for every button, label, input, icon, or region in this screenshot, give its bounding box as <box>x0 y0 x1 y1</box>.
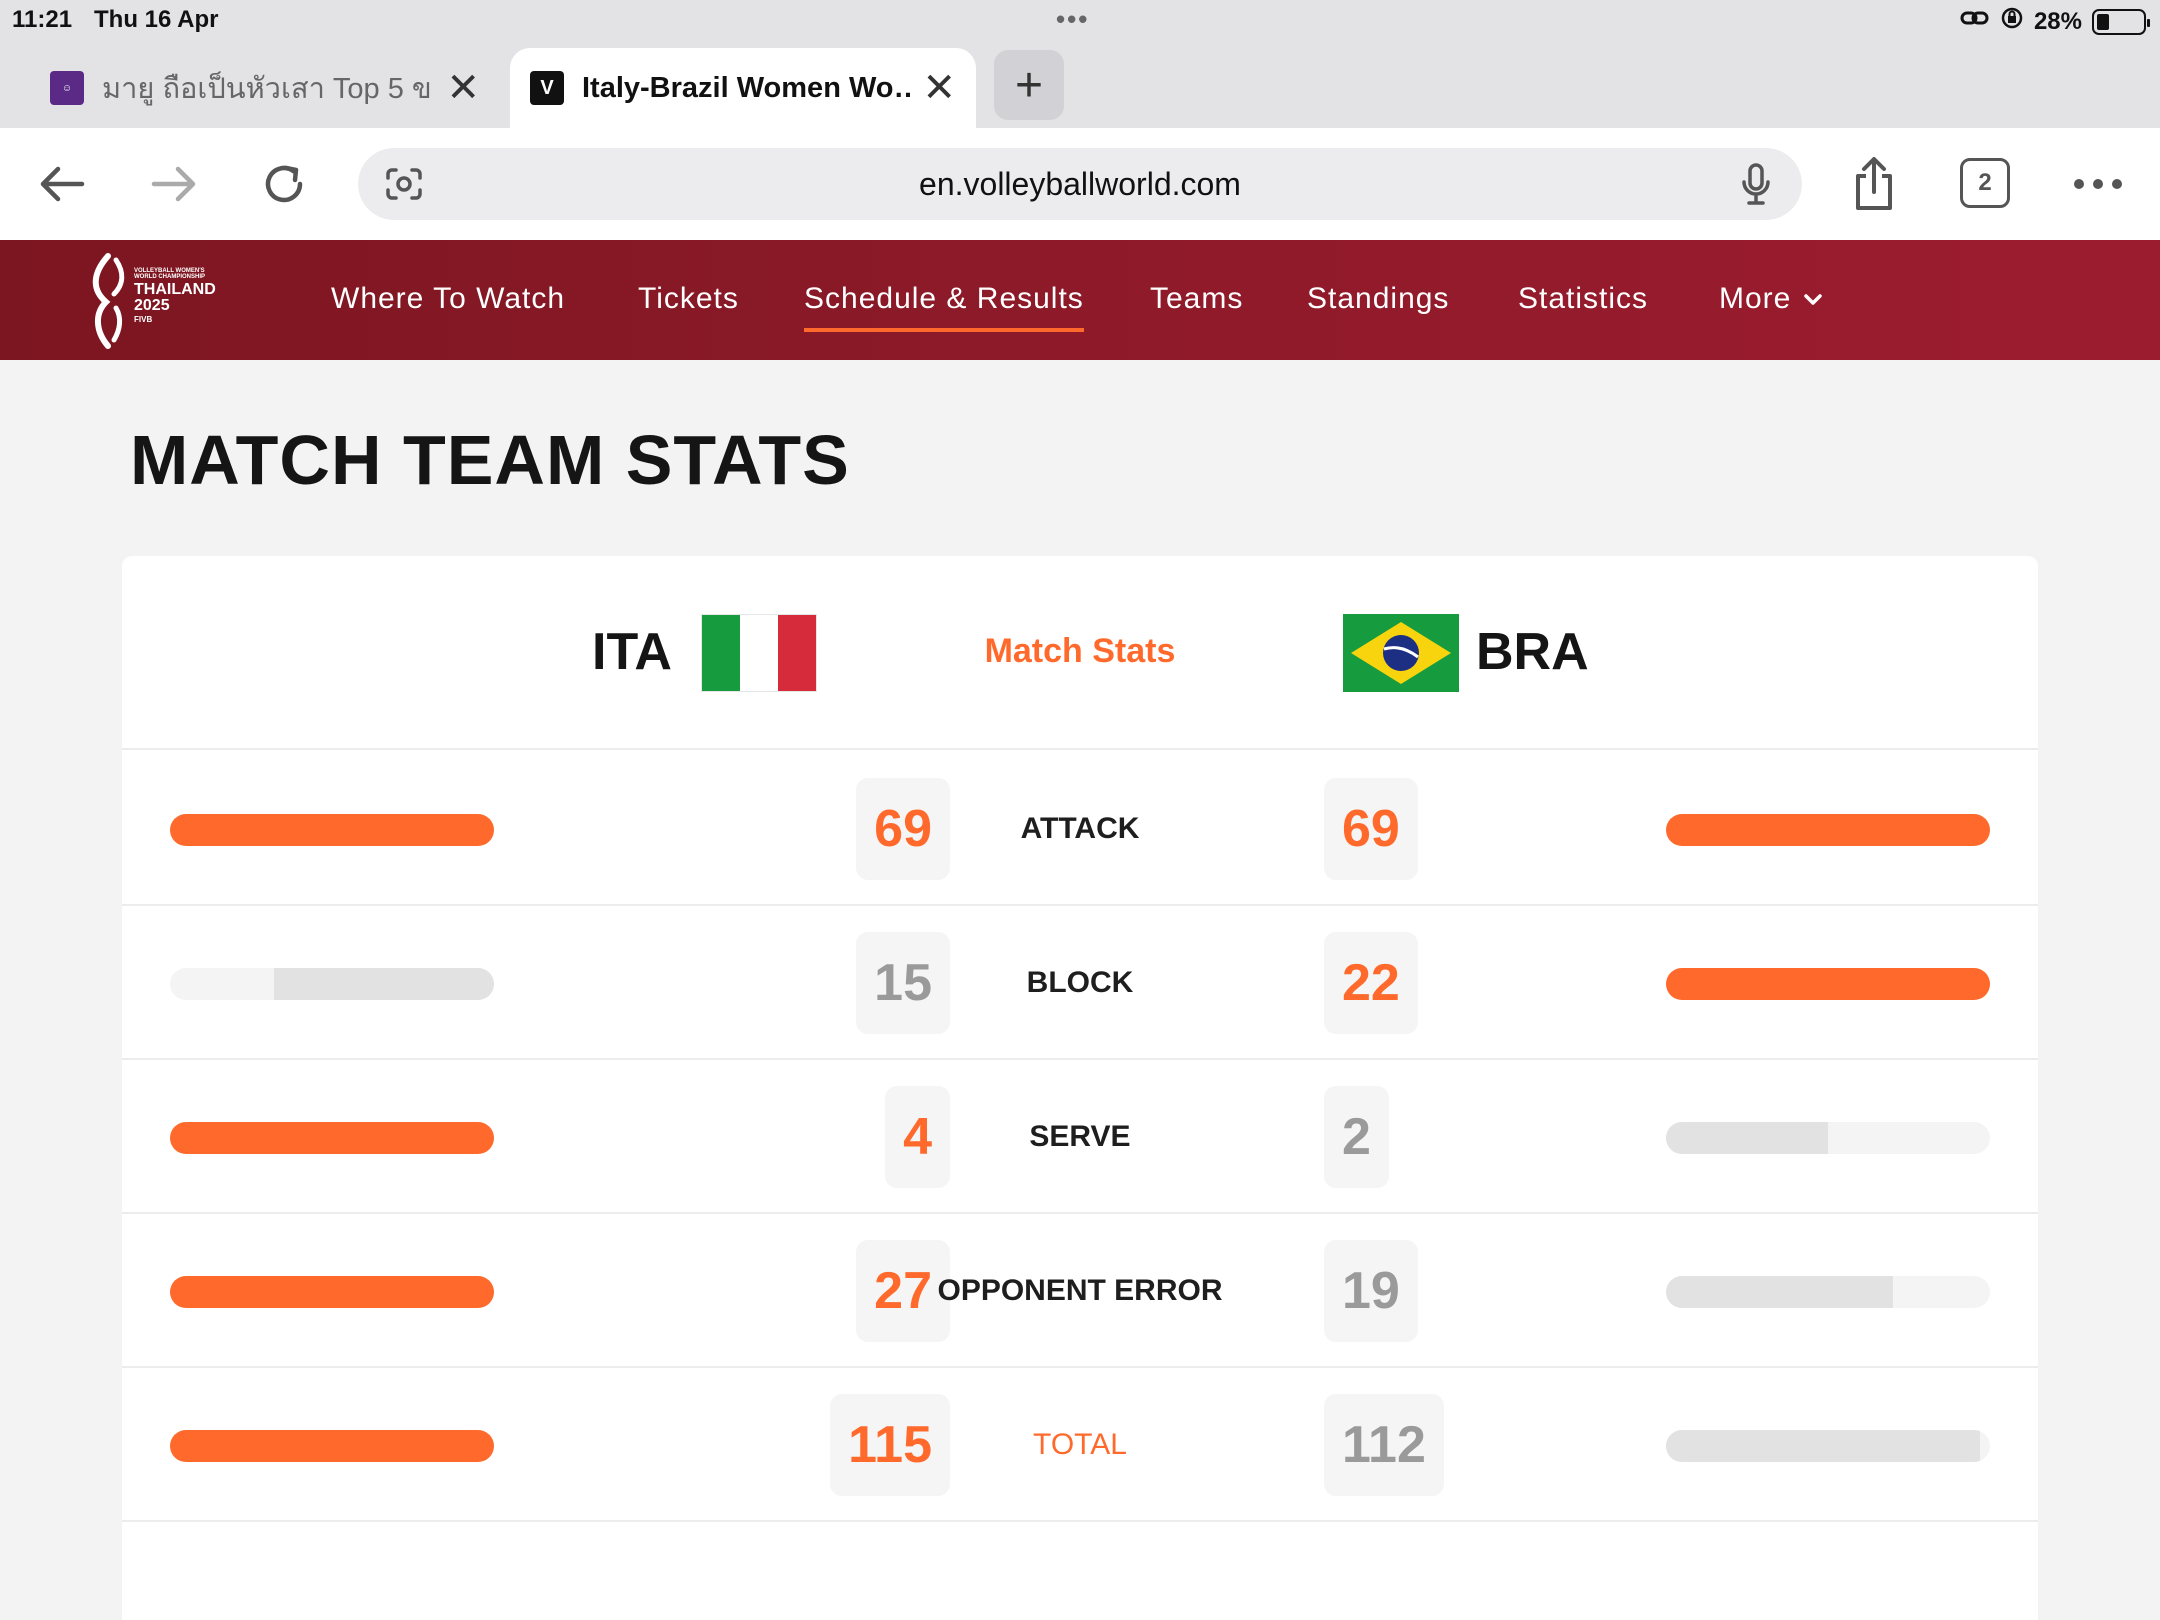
tab-title: Italy-Brazil Women Wo… <box>582 71 911 104</box>
right-stat-value: 112 <box>1324 1394 1444 1496</box>
left-stat-bar-fill <box>170 1430 494 1462</box>
forward-icon[interactable] <box>142 152 206 216</box>
brazil-flag-icon <box>1343 614 1459 692</box>
multitasking-dots-icon[interactable]: ••• <box>1056 4 1090 34</box>
right-stat-bar-fill <box>1666 968 1990 1000</box>
stat-label: OPPONENT ERROR <box>937 1274 1223 1307</box>
right-stat-bar-fill <box>1666 814 1990 846</box>
right-stat-value: 2 <box>1324 1086 1389 1188</box>
right-stat-bar <box>1666 1276 1990 1308</box>
left-stat-value: 27 <box>856 1240 950 1342</box>
left-stat-bar <box>170 1276 494 1308</box>
close-tab-icon[interactable]: ✕ <box>922 66 956 110</box>
stat-row: 69 ATTACK 69 <box>122 752 2038 906</box>
match-stats-label: Match Stats <box>984 632 1176 670</box>
left-stat-bar-fill <box>170 1122 494 1154</box>
stat-row: 4 SERVE 2 <box>122 1060 2038 1214</box>
stat-row: 15 BLOCK 22 <box>122 906 2038 1060</box>
tab-bar: ☺ มายู ถือเป็นหัวเสา Top 5 ขอ ✕ V Italy-… <box>0 40 2160 128</box>
stat-label: TOTAL <box>1033 1428 1127 1461</box>
more-menu-icon[interactable] <box>2066 152 2130 216</box>
left-stat-bar <box>170 1430 494 1462</box>
stat-label: ATTACK <box>1020 812 1140 845</box>
chevron-down-icon <box>1803 287 1823 313</box>
home-team-code: ITA <box>592 623 672 681</box>
italy-flag-icon <box>701 614 817 692</box>
right-stat-bar <box>1666 1122 1990 1154</box>
status-date: Thu 16 Apr <box>94 6 219 33</box>
logo-line: VOLLEYBALL WOMEN'S <box>134 268 205 274</box>
tab-title: มายู ถือเป็นหัวเสา Top 5 ขอ <box>102 73 435 105</box>
new-tab-button[interactable]: + <box>994 50 1064 120</box>
left-stat-bar-fill <box>170 814 494 846</box>
browser-toolbar: en.volleyballworld.com 2 <box>0 128 2160 240</box>
left-stat-value: 15 <box>856 932 950 1034</box>
stat-row: 27 OPPONENT ERROR 19 <box>122 1214 2038 1368</box>
right-stat-bar-fill <box>1666 1276 1893 1308</box>
logo-line: THAILAND <box>134 281 216 298</box>
teams-header: ITA Match Stats BRA <box>122 556 2038 750</box>
left-stat-value: 115 <box>830 1394 950 1496</box>
stat-row: 115 TOTAL 112 <box>122 1368 2038 1522</box>
address-bar[interactable]: en.volleyballworld.com <box>358 148 1802 220</box>
right-stat-value: 22 <box>1324 932 1418 1034</box>
logo-line: WORLD CHAMPIONSHIP <box>134 274 205 280</box>
nav-statistics[interactable]: Statistics <box>1518 282 1649 315</box>
lens-icon[interactable] <box>378 158 430 210</box>
right-stat-bar <box>1666 814 1990 846</box>
nav-tickets[interactable]: Tickets <box>638 282 739 315</box>
logo-text: VOLLEYBALL WOMEN'S WORLD CHAMPIONSHIP TH… <box>134 268 216 324</box>
browser-tab-active[interactable]: V Italy-Brazil Women Wo… ✕ <box>510 48 976 128</box>
left-stat-value: 69 <box>856 778 950 880</box>
nav-teams[interactable]: Teams <box>1150 282 1244 315</box>
share-icon[interactable] <box>1842 152 1906 216</box>
pantip-favicon-icon: ☺ <box>50 71 84 105</box>
microphone-icon[interactable] <box>1730 158 1782 210</box>
left-stat-bar-fill <box>170 1276 494 1308</box>
right-stat-value: 19 <box>1324 1240 1418 1342</box>
logo-line: 2025 <box>134 297 170 314</box>
site-navigation: VOLLEYBALL WOMEN'S WORLD CHAMPIONSHIP TH… <box>0 240 2160 360</box>
right-stat-bar <box>1666 1430 1990 1462</box>
left-stat-bar <box>170 968 494 1000</box>
stat-label: BLOCK <box>1026 966 1134 999</box>
right-stat-value: 69 <box>1324 778 1418 880</box>
reload-icon[interactable] <box>252 152 316 216</box>
close-tab-icon[interactable]: ✕ <box>446 66 480 110</box>
away-team-code: BRA <box>1476 623 1589 681</box>
nav-more-label: More <box>1719 282 1792 315</box>
championship-logo[interactable]: VOLLEYBALL WOMEN'S WORLD CHAMPIONSHIP TH… <box>86 250 226 350</box>
left-stat-bar-fill <box>274 968 494 1000</box>
left-stat-bar <box>170 1122 494 1154</box>
link-icon <box>1960 7 1990 36</box>
right-stat-bar <box>1666 968 1990 1000</box>
left-stat-value: 4 <box>885 1086 950 1188</box>
logo-line: FIVB <box>134 315 153 324</box>
stat-label: SERVE <box>1029 1120 1131 1153</box>
status-time: 11:21 <box>12 6 73 33</box>
nav-where-to-watch[interactable]: Where To Watch <box>331 282 566 315</box>
url-text: en.volleyballworld.com <box>919 166 1241 202</box>
left-stat-bar <box>170 814 494 846</box>
back-icon[interactable] <box>30 152 94 216</box>
page-title: MATCH TEAM STATS <box>130 421 850 499</box>
battery-icon <box>2092 8 2150 35</box>
browser-tab[interactable]: ☺ มายู ถือเป็นหัวเสา Top 5 ขอ ✕ <box>30 48 500 128</box>
match-stats-card: ITA Match Stats BRA 69 ATTACK 69 15 BLOCK 22 4… <box>122 556 2038 1620</box>
battery-percent: 28% <box>2033 7 2082 35</box>
nav-standings[interactable]: Standings <box>1307 282 1450 315</box>
tab-switcher-button[interactable]: 2 <box>1960 158 2010 208</box>
right-stat-bar-fill <box>1666 1122 1828 1154</box>
nav-schedule-results[interactable]: Schedule & Results <box>804 282 1084 332</box>
orientation-lock-icon <box>2000 6 2024 37</box>
right-stat-bar-fill <box>1666 1430 1980 1462</box>
status-right: 28% <box>1960 6 2150 37</box>
volleyball-world-favicon-icon: V <box>530 71 564 105</box>
status-bar: 11:21 Thu 16 Apr ••• 28% <box>0 0 2160 40</box>
nav-more[interactable]: More <box>1719 282 1823 316</box>
logo-mark-icon <box>92 253 125 349</box>
